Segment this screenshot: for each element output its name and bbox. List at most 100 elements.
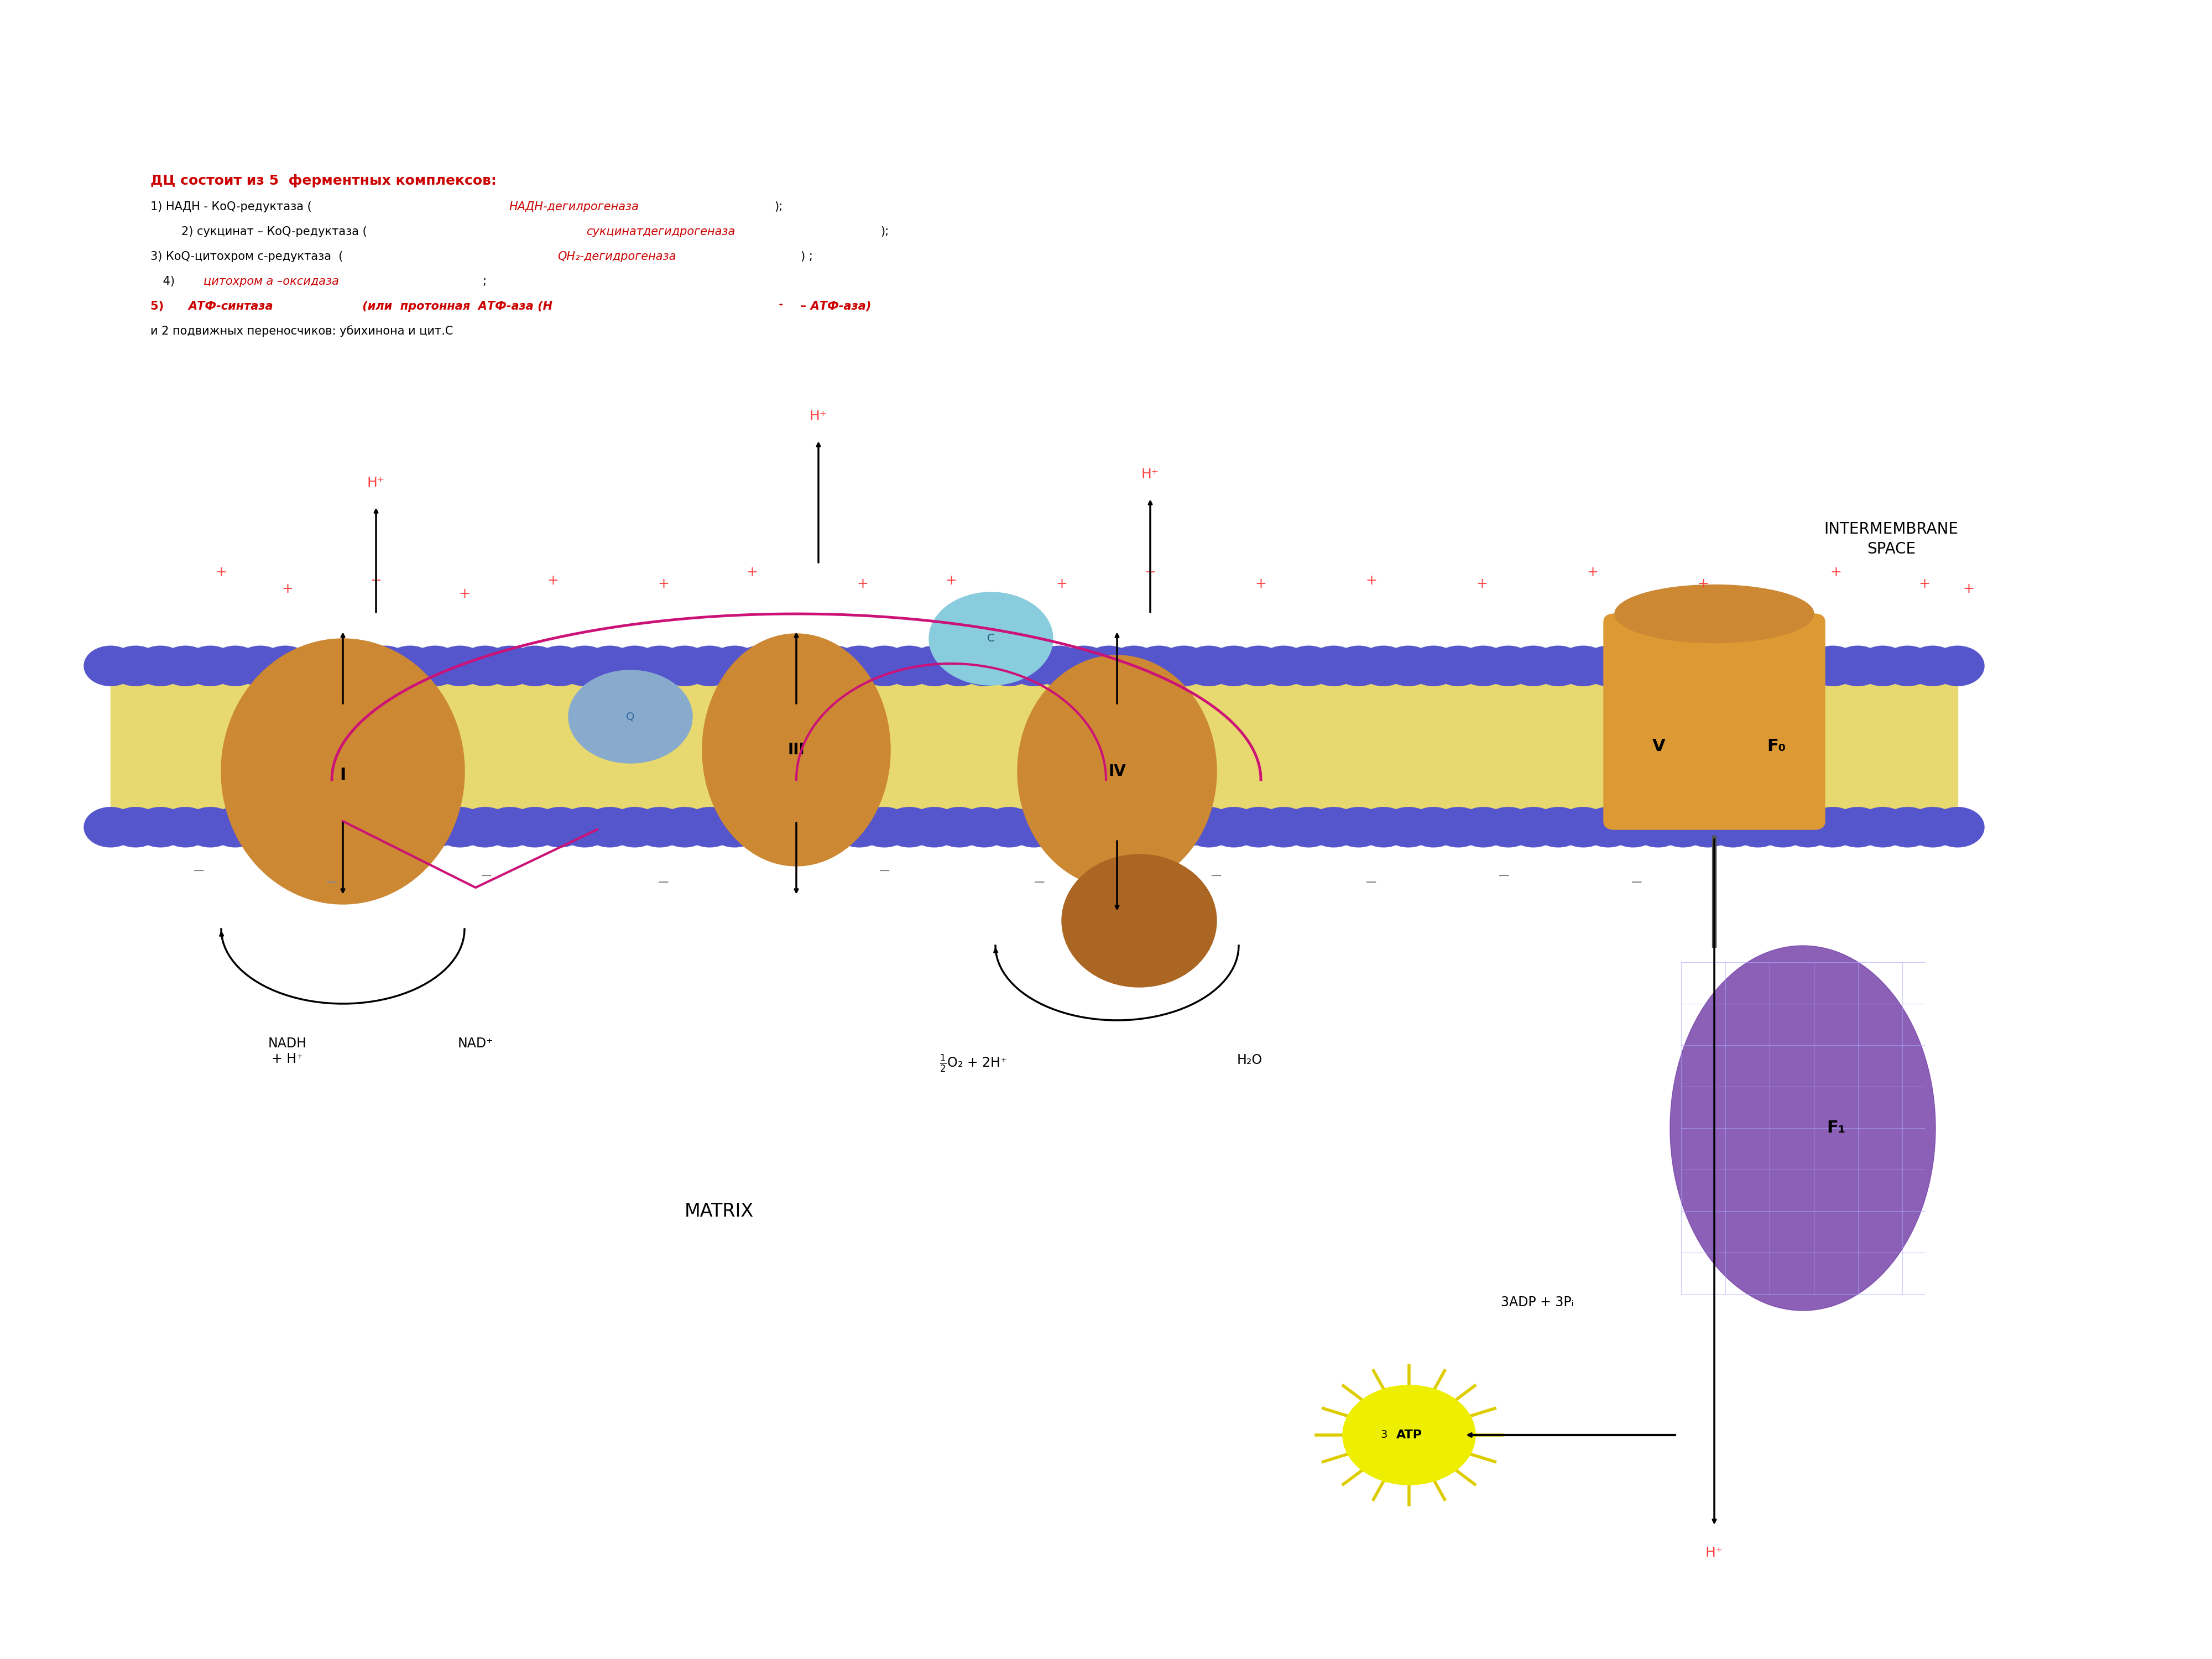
Circle shape xyxy=(1681,645,1734,685)
Circle shape xyxy=(1732,645,1785,685)
Ellipse shape xyxy=(1062,854,1217,987)
Text: );: ); xyxy=(774,201,783,212)
Text: 3ADP + 3Pᵢ: 3ADP + 3Pᵢ xyxy=(1502,1296,1573,1309)
Circle shape xyxy=(484,645,538,685)
Circle shape xyxy=(1756,808,1809,848)
Text: H⁺: H⁺ xyxy=(1705,1546,1723,1559)
Circle shape xyxy=(1657,645,1710,685)
Text: −: − xyxy=(325,874,338,891)
Circle shape xyxy=(1232,645,1285,685)
Text: I: I xyxy=(341,766,345,783)
Text: 3: 3 xyxy=(1380,1430,1391,1440)
Text: +: + xyxy=(1055,577,1068,591)
Text: INTERMEMBRANE
SPACE: INTERMEMBRANE SPACE xyxy=(1825,521,1958,557)
Text: +: + xyxy=(1829,566,1843,579)
Text: III: III xyxy=(787,742,805,758)
Circle shape xyxy=(84,808,137,848)
Text: 4): 4) xyxy=(159,275,179,287)
Text: 2) сукцинат – КоQ-редуктаза (: 2) сукцинат – КоQ-редуктаза ( xyxy=(181,226,367,237)
Circle shape xyxy=(1332,808,1385,848)
Circle shape xyxy=(1208,645,1261,685)
Circle shape xyxy=(108,808,161,848)
Circle shape xyxy=(1807,808,1860,848)
Circle shape xyxy=(933,645,987,685)
Text: +: + xyxy=(1144,566,1157,579)
Circle shape xyxy=(1033,645,1086,685)
Text: 3) КоQ-цитохром с-редуктаза  (: 3) КоQ-цитохром с-редуктаза ( xyxy=(150,251,347,262)
Circle shape xyxy=(1383,808,1436,848)
Text: NADH
+ H⁺: NADH + H⁺ xyxy=(268,1037,307,1065)
Bar xyxy=(111,672,1958,821)
Circle shape xyxy=(383,808,436,848)
Ellipse shape xyxy=(1615,586,1814,644)
Text: H⁺: H⁺ xyxy=(810,410,827,423)
Text: −: − xyxy=(657,874,670,891)
Circle shape xyxy=(783,645,836,685)
Circle shape xyxy=(759,808,812,848)
Circle shape xyxy=(84,645,137,685)
Circle shape xyxy=(1057,645,1110,685)
Circle shape xyxy=(684,645,737,685)
Circle shape xyxy=(434,808,487,848)
Text: F₀: F₀ xyxy=(1767,738,1785,755)
Circle shape xyxy=(807,808,860,848)
Circle shape xyxy=(1582,645,1635,685)
Circle shape xyxy=(608,808,661,848)
Circle shape xyxy=(1057,808,1110,848)
Circle shape xyxy=(259,808,312,848)
Circle shape xyxy=(1557,645,1610,685)
Text: +: + xyxy=(215,566,228,579)
Text: H⁺: H⁺ xyxy=(1141,468,1159,481)
Text: НАДН-дегилрогеназа: НАДН-дегилрогеназа xyxy=(509,201,639,212)
Circle shape xyxy=(1632,808,1686,848)
Circle shape xyxy=(1756,645,1809,685)
Circle shape xyxy=(1006,808,1062,848)
Text: F₁: F₁ xyxy=(1827,1120,1845,1136)
Circle shape xyxy=(1582,808,1635,848)
Circle shape xyxy=(383,645,436,685)
Circle shape xyxy=(732,645,785,685)
Text: +: + xyxy=(1254,577,1267,591)
Circle shape xyxy=(1705,808,1759,848)
Circle shape xyxy=(907,645,960,685)
Circle shape xyxy=(708,645,761,685)
Text: V: V xyxy=(1652,738,1666,755)
Circle shape xyxy=(783,808,836,848)
Circle shape xyxy=(1006,645,1062,685)
Circle shape xyxy=(858,645,911,685)
Circle shape xyxy=(458,645,511,685)
Circle shape xyxy=(1232,808,1285,848)
Text: +: + xyxy=(856,577,869,591)
Text: +: + xyxy=(1697,577,1710,591)
Text: $\frac{1}{2}$O₂ + 2H⁺: $\frac{1}{2}$O₂ + 2H⁺ xyxy=(940,1053,1006,1073)
Circle shape xyxy=(1407,645,1460,685)
Circle shape xyxy=(1856,645,1909,685)
Circle shape xyxy=(1907,808,1960,848)
Circle shape xyxy=(907,808,960,848)
Circle shape xyxy=(1181,808,1234,848)
Circle shape xyxy=(659,808,712,848)
Circle shape xyxy=(1606,645,1659,685)
Circle shape xyxy=(208,645,261,685)
Circle shape xyxy=(1431,808,1484,848)
Circle shape xyxy=(1407,808,1460,848)
Circle shape xyxy=(883,645,936,685)
Circle shape xyxy=(759,645,812,685)
Circle shape xyxy=(283,645,336,685)
Text: −: − xyxy=(192,863,206,879)
Text: +: + xyxy=(1365,574,1378,587)
Circle shape xyxy=(310,808,363,848)
Text: −: − xyxy=(1033,874,1046,891)
Circle shape xyxy=(1880,808,1933,848)
Circle shape xyxy=(409,808,462,848)
Text: +: + xyxy=(369,574,383,587)
Text: +: + xyxy=(945,574,958,587)
Circle shape xyxy=(1632,645,1686,685)
Circle shape xyxy=(1208,808,1261,848)
Circle shape xyxy=(259,645,312,685)
Text: сукцинатдегидрогеназа: сукцинатдегидрогеназа xyxy=(586,226,734,237)
Text: −: − xyxy=(1630,874,1644,891)
Text: C: C xyxy=(987,634,995,644)
Circle shape xyxy=(159,808,212,848)
Ellipse shape xyxy=(221,639,465,904)
